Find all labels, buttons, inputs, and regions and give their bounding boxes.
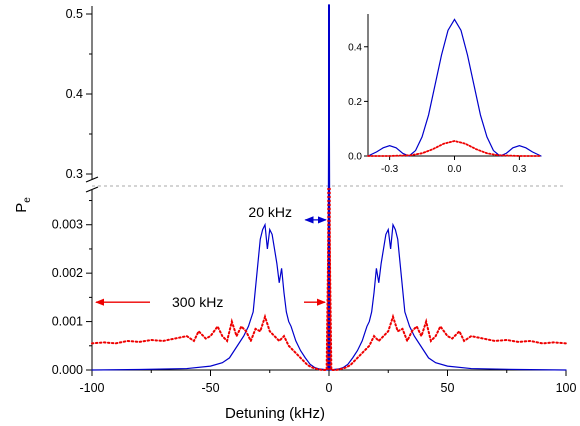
inset-x-tick-label: 0.0	[448, 164, 462, 175]
y-axis-title: Pe	[13, 197, 33, 213]
x-axis-title: Detuning (kHz)	[225, 405, 325, 422]
x-tick-label: -100	[79, 381, 104, 395]
annotations: 20 kHz 300 kHz	[95, 204, 327, 310]
inset-y-tick-label: 0.4	[348, 42, 362, 53]
y-tick-label: 0.003	[52, 218, 83, 232]
y-tick-label: 0.001	[52, 315, 83, 329]
x-tick-label: 0	[326, 381, 333, 395]
y-axis-title-sub: e	[22, 197, 33, 203]
y-tick-label: 0.002	[52, 266, 83, 280]
inset-bg	[368, 14, 541, 156]
axis-break-marks	[85, 176, 566, 193]
x-tick-label: 50	[441, 381, 455, 395]
y-tick-label: 0.3	[66, 167, 83, 181]
series-main	[91, 4, 567, 371]
inset-plot: 0.0 0.2 0.4 -0.3 0.0 0.3	[348, 14, 542, 175]
label-20khz: 20 kHz	[248, 204, 292, 220]
label-300khz: 300 kHz	[172, 294, 223, 310]
y-upper-ticks: 0.3 0.4 0.5	[66, 7, 92, 181]
y-tick-label: 0.4	[66, 87, 83, 101]
y-axis-title-main: P	[13, 203, 30, 213]
y-lower-ticks: 0.000 0.001 0.002 0.003	[52, 200, 92, 377]
break-slash-upper	[85, 176, 99, 183]
inset-y-tick-label: 0.0	[348, 152, 362, 163]
y-tick-label: 0.000	[52, 363, 83, 377]
break-slash-lower	[85, 186, 99, 193]
y-tick-label: 0.5	[66, 7, 83, 21]
inset-series-blue	[367, 18, 542, 157]
inset-series-red	[367, 140, 542, 157]
x-ticks: -100 -50 0 50 100	[79, 370, 576, 395]
inset-y-tick-label: 0.2	[348, 97, 362, 108]
inset-x-tick-label: -0.3	[381, 164, 399, 175]
x-tick-label: -50	[201, 381, 219, 395]
x-tick-label: 100	[556, 381, 577, 395]
inset-x-tick-label: 0.3	[512, 164, 526, 175]
